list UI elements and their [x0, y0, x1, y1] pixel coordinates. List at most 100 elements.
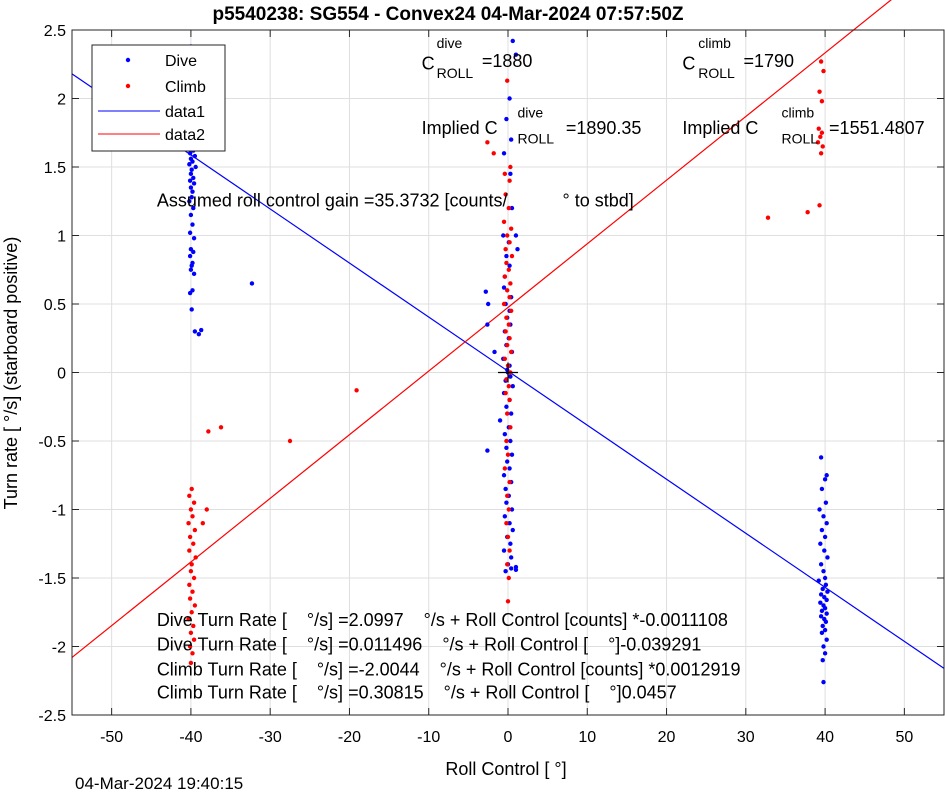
dive-point: [187, 178, 193, 183]
dive-point: [824, 473, 829, 478]
y-tick-label: 1.5: [44, 160, 66, 177]
chart-title: p5540238: SG554 - Convex24 04-Mar-2024 0…: [212, 4, 683, 25]
x-tick-label: 30: [737, 729, 755, 746]
climb-point: [485, 140, 490, 145]
implied-climb-sub: ROLL: [781, 131, 818, 147]
legend-data1-label: data1: [165, 104, 205, 121]
x-tick-label: -30: [259, 729, 282, 746]
legend-dive-marker: [125, 57, 131, 63]
x-tick-label: 40: [816, 729, 834, 746]
x-axis-label: Roll Control [ °]: [445, 759, 566, 779]
dive-point: [191, 175, 196, 181]
dive-point: [818, 562, 824, 567]
climb-point: [506, 322, 511, 327]
dive-point: [504, 253, 509, 259]
dive-point: [822, 605, 828, 611]
dive-point: [821, 514, 826, 519]
dive-point: [818, 614, 824, 619]
legend-climb-marker: [125, 83, 131, 89]
climb-point: [189, 486, 194, 492]
climb-point: [507, 479, 512, 485]
dive-point: [822, 548, 827, 553]
climb-point: [506, 507, 511, 512]
climb-point: [509, 253, 515, 259]
dive-point: [190, 222, 195, 227]
c-climb-label: C: [682, 54, 695, 74]
implied-climb-value: =1551.4807: [829, 118, 925, 138]
implied-dive-sup: dive: [518, 105, 544, 121]
dive-point: [192, 153, 198, 159]
implied-dive-label: Implied C: [422, 118, 498, 138]
fit-line-1: Dive Turn Rate [ °/s] =2.0997 °/s + Roll…: [157, 610, 728, 630]
y-axis-label: Turn rate [ °/s] (starboard positive): [1, 237, 21, 510]
climb-point: [505, 562, 510, 567]
climb-point: [191, 541, 196, 546]
dive-point: [510, 38, 515, 44]
dive-point: [507, 466, 512, 471]
axis-ticks: -50 -40 -30 -20 -10 0 10 20 30 40 50-2.5-2-1.5-1-0…: [38, 23, 944, 746]
dive-point: [820, 623, 825, 629]
dive-point: [822, 651, 828, 656]
climb-point: [501, 219, 507, 224]
c-climb-sup: climb: [698, 35, 731, 51]
fit-line-data2: [71, 0, 892, 658]
climb-point: [506, 575, 511, 581]
climb-point: [218, 425, 224, 430]
climb-point: [507, 548, 512, 553]
dive-point: [818, 600, 823, 605]
dive-point: [818, 541, 823, 546]
y-tick-label: -2: [52, 640, 66, 657]
dive-point: [504, 445, 509, 451]
dive-point: [189, 307, 194, 312]
climb-point: [818, 59, 824, 64]
climb-point: [505, 452, 511, 457]
climb-point: [189, 562, 194, 567]
fit-line-3: Climb Turn Rate [ °/s] =-2.0044 °/s + Ro…: [157, 659, 741, 679]
dive-point: [190, 189, 195, 194]
c-dive-value: =1880: [482, 51, 533, 71]
dive-point: [188, 185, 194, 190]
dive-point: [504, 404, 509, 409]
y-tick-label: 0.5: [44, 297, 66, 314]
c-dive-label: C: [422, 54, 435, 74]
climb-point: [507, 178, 512, 183]
climb-point: [191, 500, 197, 505]
climb-point: [819, 99, 825, 104]
climb-point: [287, 438, 293, 444]
implied-climb-label: Implied C: [682, 118, 758, 138]
dive-point: [825, 555, 830, 560]
dive-point: [191, 249, 196, 255]
climb-point: [192, 527, 198, 533]
climb-point: [186, 521, 191, 526]
y-tick-label: -2.5: [38, 708, 66, 725]
climb-point: [817, 203, 822, 208]
climb-point: [354, 388, 359, 393]
climb-point: [505, 233, 510, 238]
dive-point: [507, 263, 512, 268]
climb-point: [187, 493, 192, 498]
dive-point: [187, 230, 193, 235]
dive-point: [819, 630, 825, 635]
dive-point: [483, 289, 489, 294]
dive-point: [187, 151, 193, 156]
climb-point: [818, 151, 824, 156]
climb-point: [187, 548, 192, 553]
dive-point: [816, 578, 821, 583]
climb-point: [504, 260, 509, 266]
dive-point: [508, 411, 514, 416]
dive-point: [515, 247, 520, 252]
dive-point: [509, 507, 515, 512]
y-tick-label: -1.5: [38, 571, 66, 588]
dive-point: [191, 236, 197, 241]
dive-point: [485, 448, 490, 453]
climb-point: [206, 429, 211, 434]
dive-point: [501, 473, 507, 478]
climb-point: [504, 315, 509, 320]
dive-point: [822, 534, 828, 540]
climb-point: [507, 240, 512, 245]
climb-point: [817, 89, 822, 94]
climb-point: [502, 356, 508, 361]
dive-point: [508, 541, 513, 546]
implied-dive-sub: ROLL: [518, 131, 555, 147]
